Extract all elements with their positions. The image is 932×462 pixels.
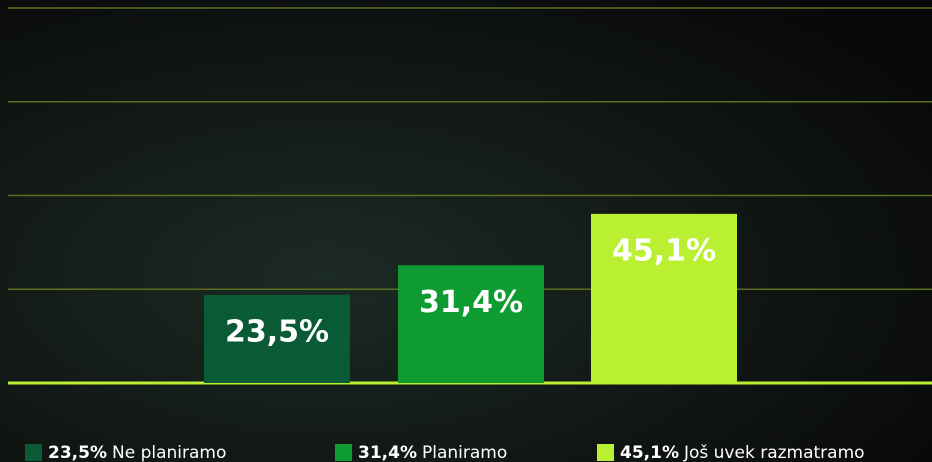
bar [204, 294, 350, 383]
value-label: 23,5% [225, 314, 329, 349]
legend-value: 31,4% [358, 443, 417, 462]
legend-category: Ne planiramo [112, 443, 226, 462]
legend-swatch [335, 444, 352, 461]
value-label: 31,4% [419, 285, 523, 320]
legend-value: 45,1% [620, 443, 679, 462]
legend-label: 31,4% Planiramo [358, 443, 507, 462]
legend-category: Planiramo [422, 443, 507, 462]
value-label: 45,1% [612, 233, 716, 268]
legend-value: 23,5% [48, 443, 107, 462]
legend-swatch [597, 444, 614, 461]
legend-label: 45,1% Još uvek razmatramo [620, 443, 865, 462]
bar [591, 213, 737, 383]
legend-swatch [25, 444, 42, 461]
legend-label: 23,5% Ne planiramo [48, 443, 226, 462]
bar [398, 265, 544, 383]
legend-category: Još uvek razmatramo [683, 443, 865, 462]
